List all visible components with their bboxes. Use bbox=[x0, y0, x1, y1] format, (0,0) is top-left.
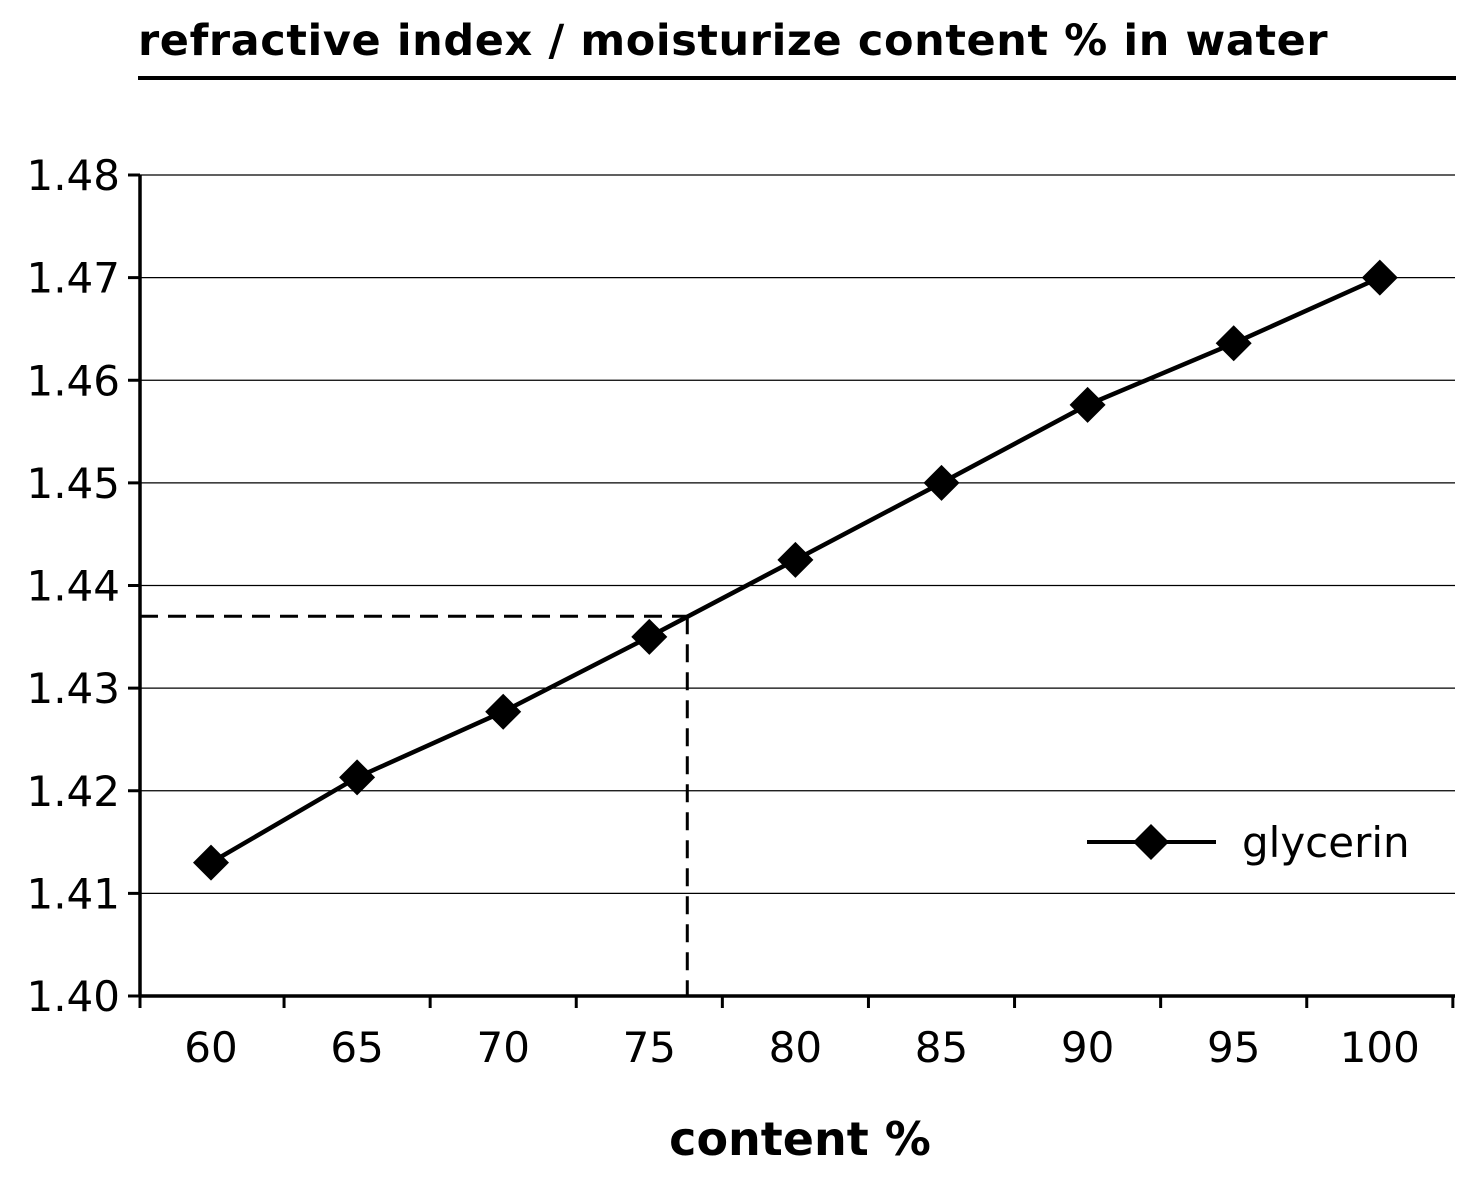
y-tick-label-1.48: 1.48 bbox=[26, 151, 120, 200]
y-tick-label-1.43: 1.43 bbox=[26, 664, 120, 713]
data-point-75 bbox=[631, 618, 668, 655]
y-tick-label-1.44: 1.44 bbox=[26, 562, 120, 611]
data-point-80 bbox=[777, 541, 814, 578]
x-tick-label-75: 75 bbox=[623, 1023, 676, 1072]
x-axis-label: content % bbox=[669, 1112, 931, 1166]
y-tick-label-1.40: 1.40 bbox=[26, 972, 120, 1021]
x-tick-label-85: 85 bbox=[915, 1023, 968, 1072]
legend-label-glycerin: glycerin bbox=[1242, 818, 1410, 867]
y-tick-label-1.47: 1.47 bbox=[26, 254, 120, 303]
data-point-90 bbox=[1069, 386, 1106, 423]
data-point-70 bbox=[485, 693, 522, 730]
x-tick-label-60: 60 bbox=[184, 1023, 237, 1072]
data-point-60 bbox=[193, 844, 229, 881]
y-tick-label-1.41: 1.41 bbox=[26, 869, 120, 918]
legend: glycerin bbox=[1087, 818, 1410, 867]
data-point-85 bbox=[923, 464, 960, 501]
x-tick-label-100: 100 bbox=[1340, 1023, 1420, 1072]
legend-marker-diamond bbox=[1133, 824, 1169, 860]
series-glycerin bbox=[193, 259, 1398, 881]
data-point-65 bbox=[339, 759, 376, 796]
data-point-100 bbox=[1361, 259, 1398, 296]
x-tick-label-65: 65 bbox=[330, 1023, 383, 1072]
y-tick-label-1.45: 1.45 bbox=[26, 459, 120, 508]
y-tick-label-1.46: 1.46 bbox=[26, 356, 120, 405]
x-tick-label-80: 80 bbox=[769, 1023, 822, 1072]
gridlines bbox=[140, 174, 1455, 895]
reference-lines bbox=[140, 614, 689, 996]
title-underline bbox=[138, 76, 1456, 80]
x-tick-label-90: 90 bbox=[1061, 1023, 1114, 1072]
y-axis-ticks: 1.40 1.41 1.42 1.43 1.44 1.45 1.46 1.47 1.48 bbox=[26, 151, 140, 1021]
x-axis-ticks: 60 65 70 75 80 85 90 95 100 bbox=[138, 996, 1455, 1072]
chart-title: refractive index / moisturize content % … bbox=[138, 16, 1329, 66]
x-tick-label-95: 95 bbox=[1207, 1023, 1260, 1072]
y-tick-label-1.42: 1.42 bbox=[26, 767, 120, 816]
data-point-95 bbox=[1215, 325, 1252, 362]
x-tick-label-70: 70 bbox=[476, 1023, 529, 1072]
